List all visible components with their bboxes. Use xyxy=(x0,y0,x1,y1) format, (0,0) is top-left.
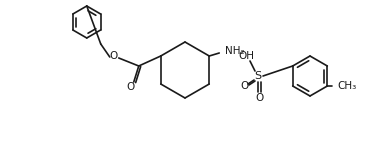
Text: CH₃: CH₃ xyxy=(337,81,357,91)
Text: O: O xyxy=(127,82,135,92)
Text: OH: OH xyxy=(238,51,254,61)
Text: O: O xyxy=(110,51,118,61)
Text: NH₂: NH₂ xyxy=(225,46,245,56)
Text: O: O xyxy=(240,81,248,91)
Text: O: O xyxy=(255,93,263,103)
Text: S: S xyxy=(255,71,262,81)
